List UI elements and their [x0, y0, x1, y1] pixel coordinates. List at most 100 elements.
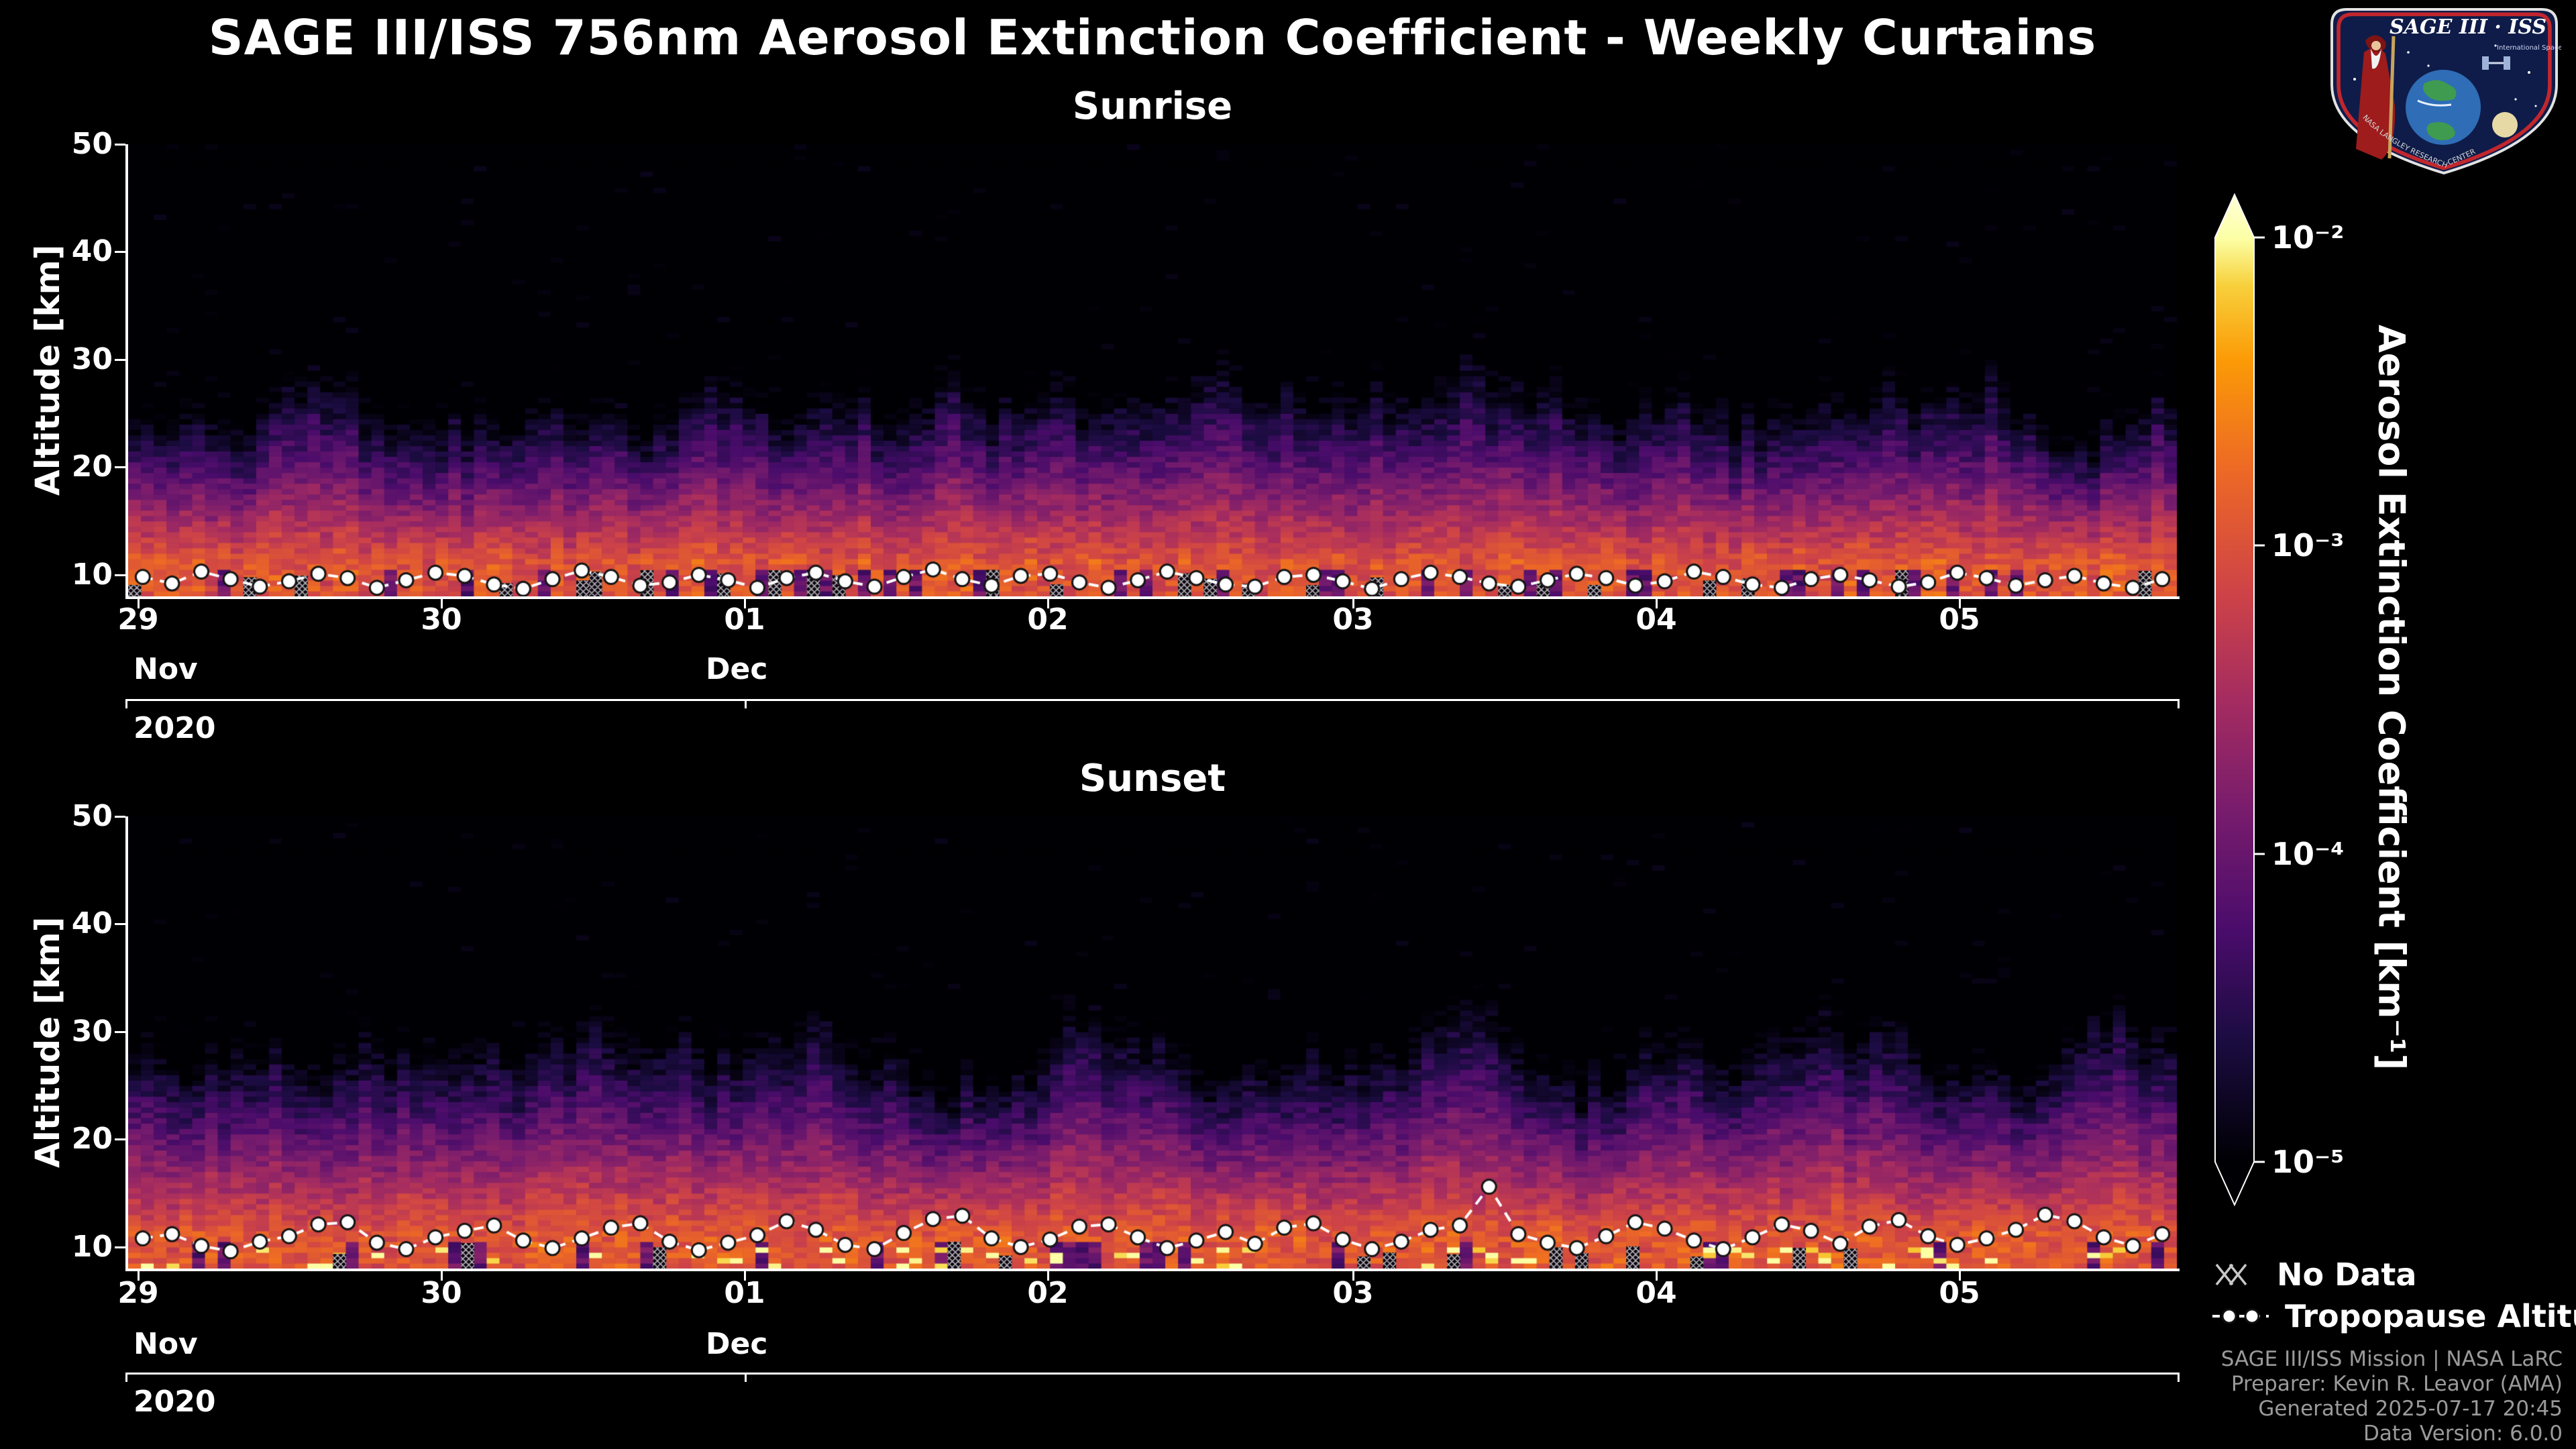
sunset-xtick-mark [744, 1271, 746, 1281]
credit-mission: SAGE III/ISS Mission | NASA LaRC [2220, 1347, 2563, 1371]
sunrise-xtick-mark [138, 599, 140, 608]
sunset-heatmap-canvas [128, 816, 2177, 1269]
no-data-legend-label: No Data [2277, 1256, 2417, 1293]
sunrise-ytick-label: 30 [71, 342, 113, 376]
credits-block: SAGE III/ISS Mission | NASA LaRC Prepare… [1972, 1347, 2563, 1446]
logo-moon [2492, 112, 2518, 138]
figure-title: SAGE III/ISS 756nm Aerosol Extinction Co… [208, 9, 2097, 66]
sunset-ytick-mark [115, 1138, 125, 1140]
sunrise-ytick-label: 10 [71, 557, 113, 592]
sunset-xtick-mark [1352, 1271, 1354, 1281]
sunrise-month-label-dec: Dec [706, 652, 768, 686]
sunrise-xtick-label: 29 [117, 602, 159, 637]
sunset-xtick-mark [1959, 1271, 1961, 1281]
sunrise-xtick-mark [1352, 599, 1354, 608]
sunset-month-label-nov: Nov [133, 1327, 198, 1361]
sunset-xtick-label: 29 [117, 1276, 159, 1310]
colorbar-tick-label: 10⁻⁵ [2271, 1144, 2345, 1180]
sunset-ytick-mark [115, 1031, 125, 1033]
sunset-xtick-label: 02 [1027, 1276, 1069, 1310]
sunrise-xtick-mark [1047, 599, 1049, 608]
colorbar-tick-label: 10⁻² [2271, 219, 2345, 256]
sunset-xtick-label: 05 [1939, 1276, 1980, 1310]
sunset-ytick-mark [115, 816, 125, 818]
sunrise-panel-title: Sunrise [1072, 85, 1233, 128]
sunrise-ytick-mark [115, 466, 125, 468]
sunrise-xtick-label: 02 [1027, 602, 1069, 637]
sunset-year-label: 2020 [133, 1385, 216, 1419]
colorbar [2214, 193, 2265, 1207]
sunset-ytick-label: 30 [71, 1014, 113, 1049]
sunrise-xtick-mark [441, 599, 443, 608]
sunset-left-spine [125, 816, 128, 1271]
sunset-month-tick [2178, 1373, 2180, 1382]
sunrise-xtick-mark [1959, 599, 1961, 608]
colorbar-tick-label: 10⁻⁴ [2271, 836, 2345, 872]
sunrise-ytick-label: 50 [71, 127, 113, 161]
legend-row-tropopause: Tropopause Altitude [2211, 1297, 2576, 1335]
sunrise-left-spine [125, 144, 128, 599]
sunrise-month-axis-line [125, 699, 2180, 701]
sunrise-xtick-label: 04 [1635, 602, 1677, 637]
sunrise-month-tick [125, 699, 127, 708]
sunrise-xtick-label: 30 [421, 602, 462, 637]
sunrise-year-label: 2020 [133, 711, 216, 745]
sunset-ytick-label: 40 [71, 906, 113, 941]
colorbar-tick-label: 10⁻³ [2271, 527, 2345, 564]
no-data-marker-icon [2215, 1263, 2247, 1286]
sunset-xtick-label: 03 [1332, 1276, 1374, 1310]
sunset-bottom-spine [125, 1269, 2180, 1271]
sunrise-ytick-mark [115, 359, 125, 361]
sunset-month-axis-line [125, 1373, 2180, 1375]
sunrise-xtick-label: 05 [1939, 602, 1980, 637]
sunset-xtick-label: 01 [724, 1276, 765, 1310]
sunrise-month-tick [745, 699, 747, 708]
sunset-xtick-label: 04 [1635, 1276, 1677, 1310]
logo-subtitle-text: International Space Station [2497, 44, 2561, 52]
sunrise-heatmap-canvas [128, 144, 2177, 596]
sunrise-ytick-mark [115, 144, 125, 146]
sunset-xtick-mark [1656, 1271, 1658, 1281]
sunset-xtick-mark [1047, 1271, 1049, 1281]
sunset-month-tick [125, 1373, 127, 1382]
tropopause-legend-label: Tropopause Altitude [2285, 1298, 2576, 1334]
sunrise-bottom-spine [125, 596, 2180, 599]
sage-iss-logo: SAGE III · ISS International Space Stati… [2330, 8, 2561, 175]
sunrise-plot [128, 144, 2177, 596]
sunrise-xtick-mark [744, 599, 746, 608]
sunrise-ytick-mark [115, 574, 125, 576]
credit-data-version: Data Version: 6.0.0 [2363, 1421, 2563, 1446]
logo-iss-icon [2482, 56, 2510, 70]
credit-preparer: Preparer: Kevin R. Leavor (AMA) [2231, 1372, 2563, 1396]
colorbar-arrow-body [2214, 193, 2255, 1207]
logo-wizard [2356, 35, 2396, 160]
sunrise-month-label-nov: Nov [133, 652, 198, 686]
credit-generated: Generated 2025-07-17 20:45 [2258, 1397, 2563, 1421]
logo-earth-cloud [2417, 99, 2452, 107]
sunset-ytick-label: 20 [71, 1122, 113, 1156]
sunrise-ytick-mark [115, 251, 125, 253]
sunset-xtick-mark [441, 1271, 443, 1281]
colorbar-tick-marks [2254, 236, 2265, 1163]
sunrise-ytick-label: 20 [71, 449, 113, 484]
sunrise-xtick-label: 01 [724, 602, 765, 637]
sunrise-xtick-label: 03 [1332, 602, 1374, 637]
logo-earth-land-2 [2426, 122, 2455, 140]
colorbar-axis-label: Aerosol Extinction Coefficient [km⁻¹] [2370, 325, 2413, 1071]
sunset-ytick-mark [115, 923, 125, 925]
sunset-xtick-label: 30 [421, 1276, 462, 1310]
sunrise-month-tick [2178, 699, 2180, 708]
legend-row-no-data: No Data [2214, 1256, 2416, 1293]
logo-inner-border [2337, 12, 2552, 170]
sunset-panel-title: Sunset [1079, 757, 1226, 800]
tropopause-marker-icon [2212, 1308, 2269, 1324]
sunset-month-tick [745, 1373, 747, 1382]
sunrise-ytick-label: 40 [71, 234, 113, 268]
sunset-ytick-label: 50 [71, 799, 113, 833]
logo-earth-land-1 [2423, 80, 2457, 101]
sunrise-xtick-mark [1656, 599, 1658, 608]
sunset-plot [128, 816, 2177, 1269]
sunset-xtick-mark [138, 1271, 140, 1281]
sunset-month-label-dec: Dec [706, 1327, 768, 1361]
